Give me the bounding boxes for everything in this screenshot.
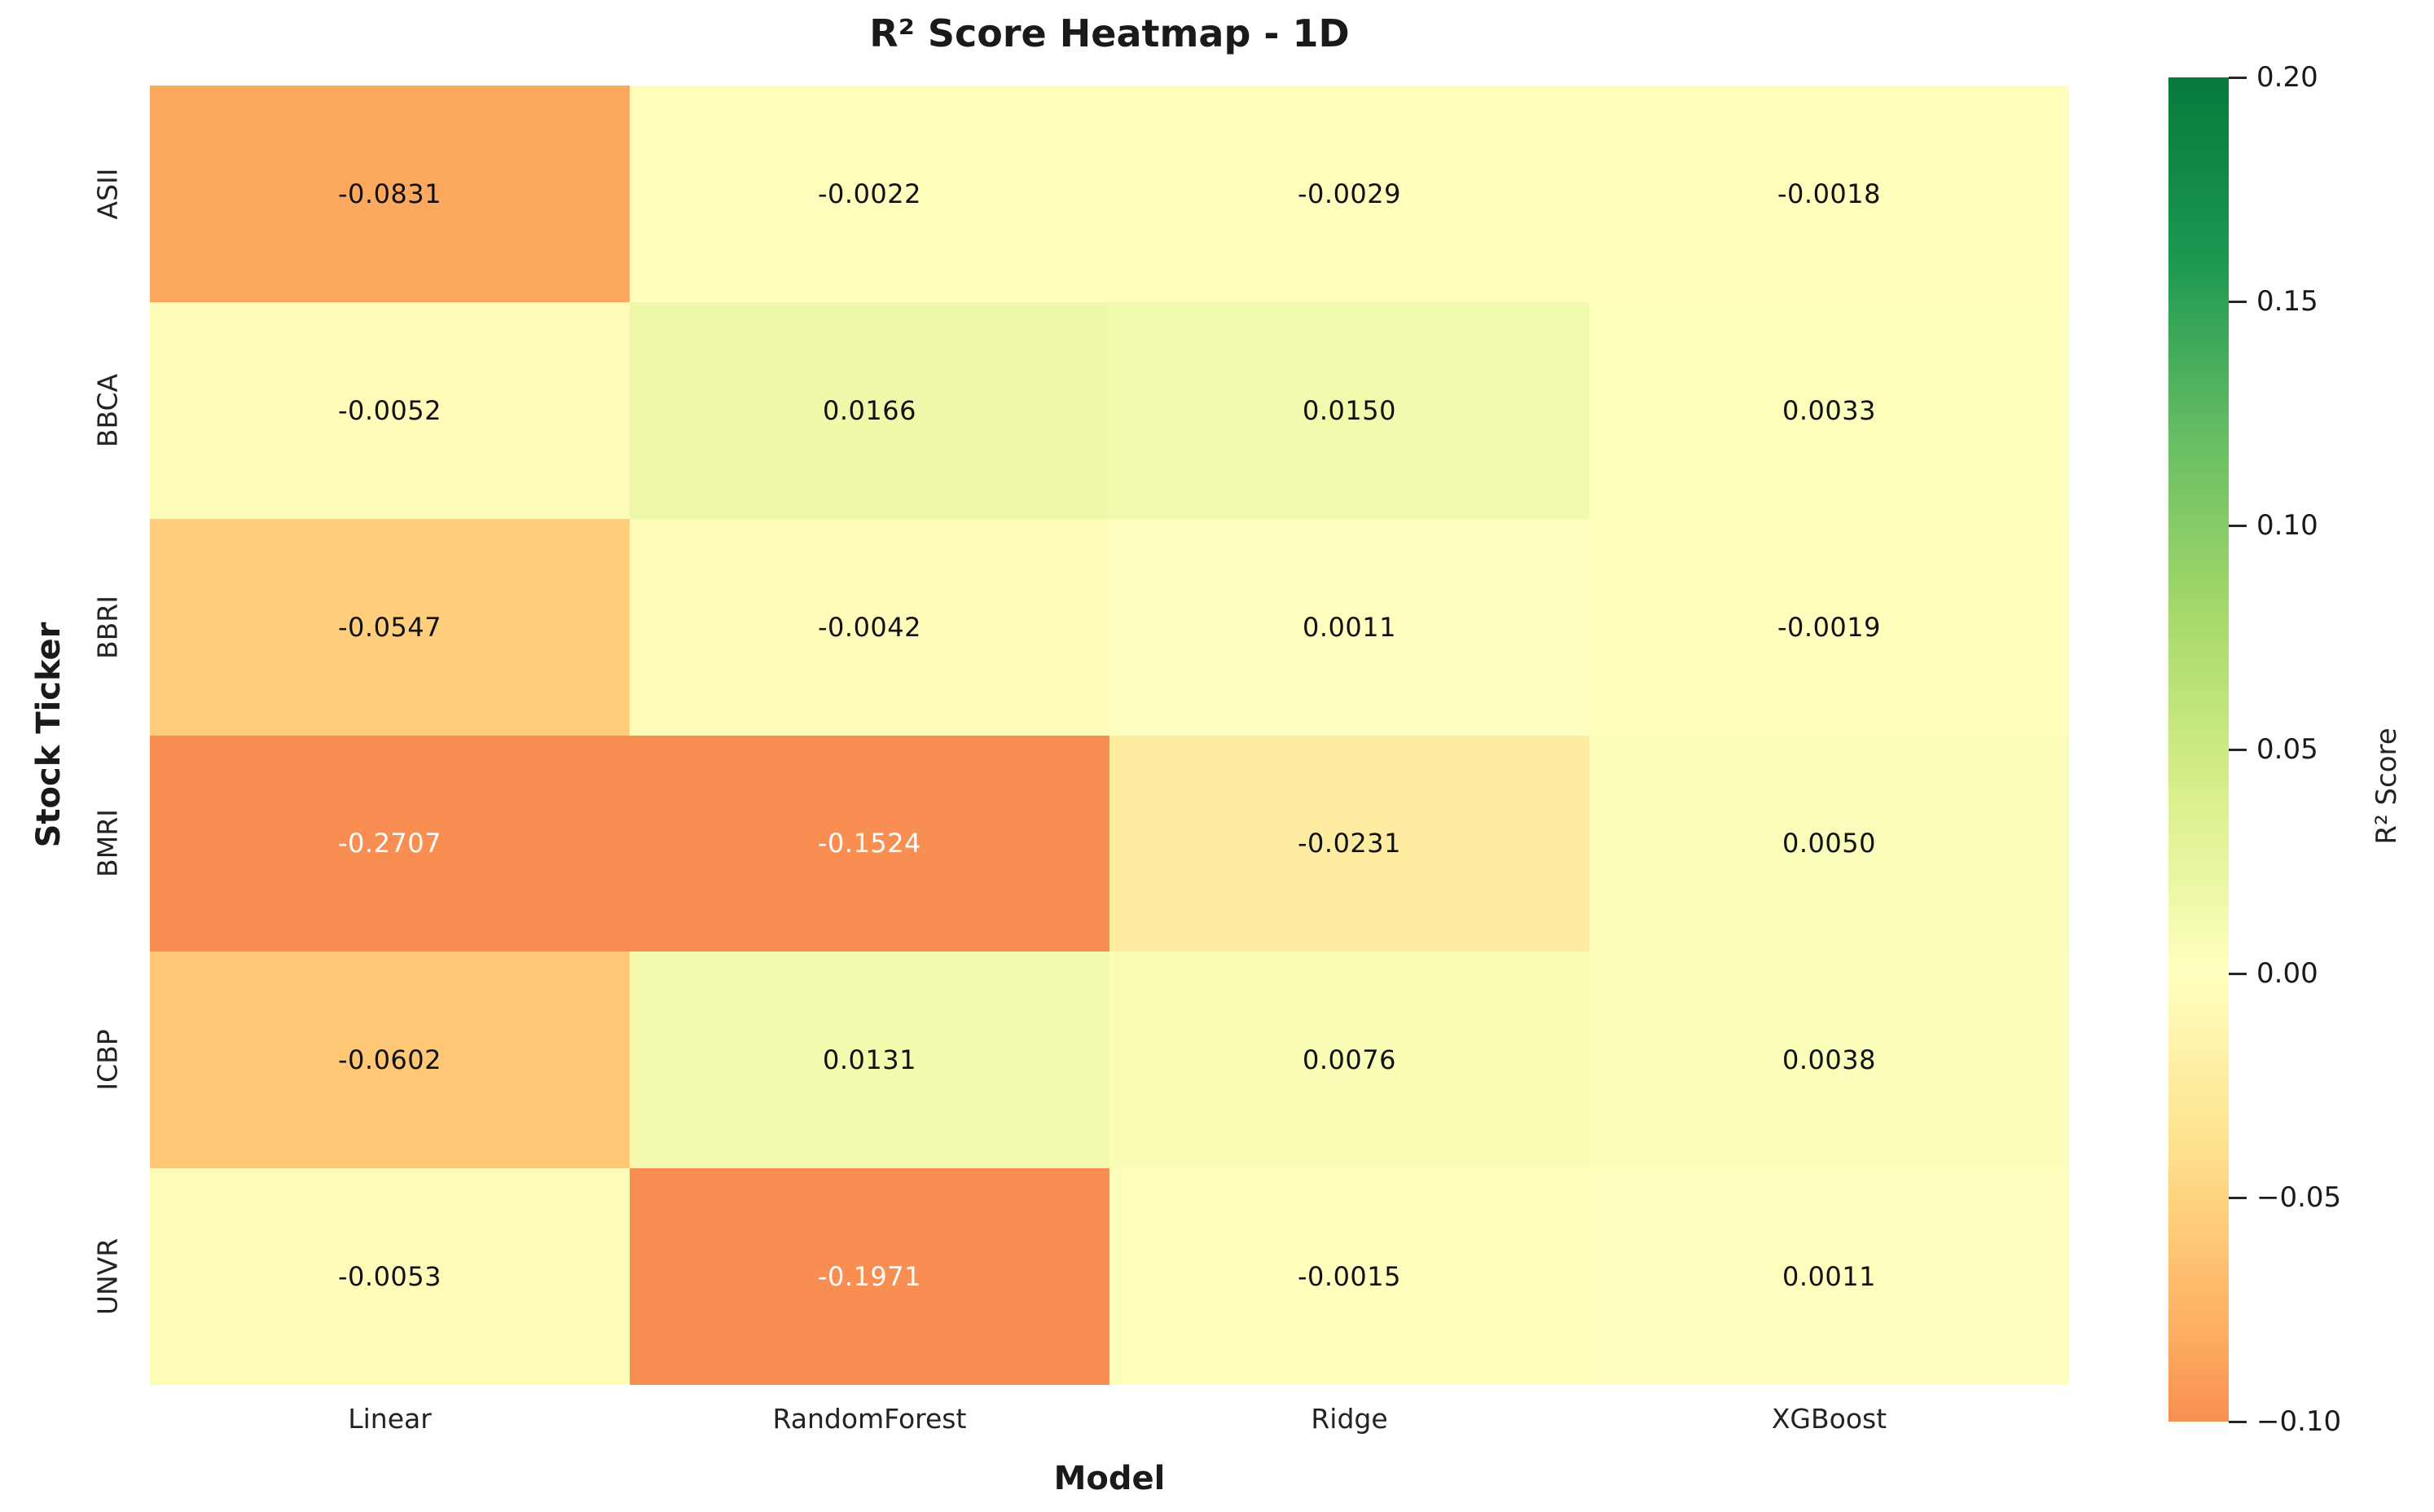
colorbar-tick-label: 0.10 xyxy=(2256,509,2318,542)
xtick-XGBoost: XGBoost xyxy=(1771,1403,1887,1435)
cell-value: 0.0166 xyxy=(823,394,916,426)
cell-BBCA-RandomForest: 0.0166 xyxy=(630,301,1109,519)
colorbar-tick-label: 0.00 xyxy=(2256,957,2318,990)
ytick-ICBP: ICBP xyxy=(91,1029,124,1091)
cell-BBCA-Ridge: 0.0150 xyxy=(1109,301,1589,519)
cell-value: -0.0019 xyxy=(1777,611,1881,643)
cell-BBCA-XGBoost: 0.0033 xyxy=(1589,301,2069,519)
cell-BMRI-Ridge: -0.0231 xyxy=(1109,735,1589,952)
cell-value: -0.0053 xyxy=(337,1261,442,1293)
colorbar-tick-label: 0.05 xyxy=(2256,733,2318,766)
colorbar-tick-label: −0.10 xyxy=(2256,1405,2342,1438)
xtick-Linear: Linear xyxy=(348,1403,432,1435)
cell-UNVR-Ridge: -0.0015 xyxy=(1109,1168,1589,1385)
colorbar-label: R² Score xyxy=(2370,727,2403,845)
cell-UNVR-Linear: -0.0053 xyxy=(150,1168,630,1385)
cell-value: -0.0022 xyxy=(817,178,921,209)
cell-value: -0.2707 xyxy=(337,828,442,859)
cell-ASII-RandomForest: -0.0022 xyxy=(630,86,1109,302)
cell-ICBP-Linear: -0.0602 xyxy=(150,952,630,1169)
cell-value: -0.0015 xyxy=(1297,1261,1401,1293)
ytick-BBCA: BBCA xyxy=(91,373,124,447)
cell-BMRI-Linear: -0.2707 xyxy=(150,735,630,952)
cell-BMRI-RandomForest: -0.1524 xyxy=(630,735,1109,952)
cell-BBRI-Linear: -0.0547 xyxy=(150,518,630,736)
cell-value: 0.0011 xyxy=(1782,1261,1876,1293)
colorbar-tick-mark xyxy=(2229,300,2247,303)
cell-ASII-Ridge: -0.0029 xyxy=(1109,86,1589,302)
cell-value: -0.0029 xyxy=(1297,178,1401,209)
heatmap-grid: -0.0831 -0.0022 -0.0029 -0.0018 -0.0052 0.016… xyxy=(150,86,2069,1385)
cell-value: 0.0076 xyxy=(1303,1044,1396,1076)
colorbar-tick-mark xyxy=(2229,972,2247,975)
colorbar-tick-label: −0.05 xyxy=(2256,1181,2342,1214)
colorbar xyxy=(2168,77,2229,1422)
colorbar-tick-mark xyxy=(2229,1196,2247,1199)
ytick-BBRI: BBRI xyxy=(91,595,124,659)
colorbar-tick-mark xyxy=(2229,748,2247,751)
chart-title: R² Score Heatmap - 1D xyxy=(869,11,1350,55)
cell-BBRI-Ridge: 0.0011 xyxy=(1109,518,1589,736)
cell-value: 0.0033 xyxy=(1782,394,1876,426)
cell-ICBP-Ridge: 0.0076 xyxy=(1109,952,1589,1169)
ytick-UNVR: UNVR xyxy=(91,1237,124,1316)
cell-value: 0.0050 xyxy=(1782,828,1876,859)
cell-UNVR-RandomForest: -0.1971 xyxy=(630,1168,1109,1385)
colorbar-tick-mark xyxy=(2229,76,2247,79)
cell-value: -0.0018 xyxy=(1777,178,1881,209)
y-axis-label: Stock Ticker xyxy=(30,622,68,848)
cell-ICBP-XGBoost: 0.0038 xyxy=(1589,952,2069,1169)
ytick-BMRI: BMRI xyxy=(91,809,124,878)
cell-UNVR-XGBoost: 0.0011 xyxy=(1589,1168,2069,1385)
cell-value: -0.1971 xyxy=(817,1261,921,1293)
cell-BMRI-XGBoost: 0.0050 xyxy=(1589,735,2069,952)
xtick-RandomForest: RandomForest xyxy=(772,1403,967,1435)
cell-value: -0.0547 xyxy=(337,611,442,643)
cell-BBRI-XGBoost: -0.0019 xyxy=(1589,518,2069,736)
colorbar-tick-mark xyxy=(2229,524,2247,527)
cell-value: -0.0831 xyxy=(337,178,442,209)
cell-ASII-XGBoost: -0.0018 xyxy=(1589,86,2069,302)
cell-value: 0.0011 xyxy=(1303,611,1396,643)
cell-value: -0.0042 xyxy=(817,611,921,643)
colorbar-tick-label: 0.20 xyxy=(2256,61,2318,94)
x-axis-label: Model xyxy=(1053,1460,1166,1497)
cell-value: 0.0131 xyxy=(823,1044,916,1076)
cell-value: -0.0052 xyxy=(337,394,442,426)
cell-ICBP-RandomForest: 0.0131 xyxy=(630,952,1109,1169)
colorbar-tick-mark xyxy=(2229,1420,2247,1423)
xtick-Ridge: Ridge xyxy=(1311,1403,1388,1435)
cell-value: -0.0231 xyxy=(1297,828,1401,859)
cell-ASII-Linear: -0.0831 xyxy=(150,86,630,302)
cell-value: 0.0150 xyxy=(1303,394,1396,426)
cell-value: -0.0602 xyxy=(337,1044,442,1076)
ytick-ASII: ASII xyxy=(91,168,124,220)
cell-value: -0.1524 xyxy=(817,828,921,859)
cell-BBRI-RandomForest: -0.0042 xyxy=(630,518,1109,736)
colorbar-tick-label: 0.15 xyxy=(2256,285,2318,318)
cell-BBCA-Linear: -0.0052 xyxy=(150,301,630,519)
cell-value: 0.0038 xyxy=(1782,1044,1876,1076)
